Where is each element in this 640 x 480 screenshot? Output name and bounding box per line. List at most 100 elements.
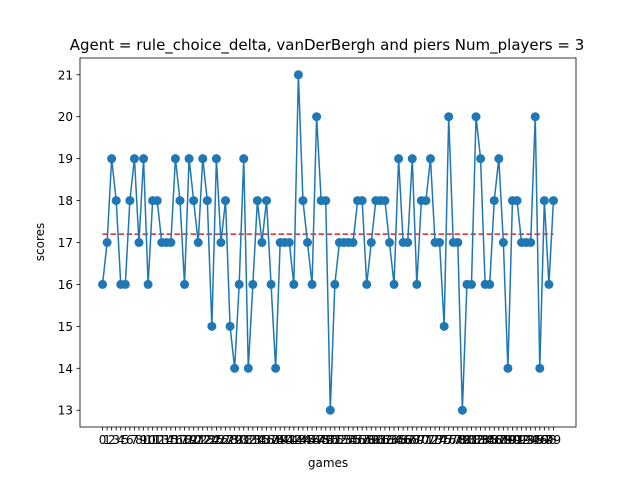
x-tick-label: 92 xyxy=(514,433,529,447)
x-tick-label: 95 xyxy=(528,433,543,447)
x-tick-label: 70 xyxy=(414,433,429,447)
x-tick-label: 18 xyxy=(177,433,192,447)
data-point xyxy=(234,279,244,289)
data-point xyxy=(221,196,231,206)
x-tick-label: 51 xyxy=(327,433,342,447)
x-tick-label: 5 xyxy=(121,433,129,447)
x-tick-label: 65 xyxy=(391,433,406,447)
x-tick-label: 56 xyxy=(350,433,365,447)
data-point xyxy=(170,154,180,164)
data-point xyxy=(262,196,272,206)
x-tick-label: 12 xyxy=(150,433,165,447)
x-tick-label: 80 xyxy=(459,433,474,447)
data-point xyxy=(444,112,454,122)
data-point xyxy=(307,279,317,289)
data-point xyxy=(225,321,235,331)
y-tick-label: 14 xyxy=(58,362,73,376)
data-point xyxy=(243,363,253,373)
x-tick-label: 68 xyxy=(405,433,420,447)
x-tick-label: 64 xyxy=(386,433,401,447)
x-tick-label: 2 xyxy=(108,433,116,447)
x-tick-label: 93 xyxy=(518,433,533,447)
x-tick-label: 33 xyxy=(245,433,260,447)
data-point xyxy=(489,196,499,206)
x-tick-label: 17 xyxy=(172,433,187,447)
data-point xyxy=(207,321,217,331)
x-tick-label: 23 xyxy=(200,433,215,447)
data-point xyxy=(312,112,322,122)
data-point xyxy=(139,154,149,164)
x-tick-label: 4 xyxy=(117,433,125,447)
data-point xyxy=(271,363,281,373)
data-point xyxy=(544,279,554,289)
x-tick-label: 28 xyxy=(222,433,237,447)
x-tick-label: 39 xyxy=(273,433,288,447)
x-tick-label: 89 xyxy=(500,433,515,447)
data-point xyxy=(289,279,299,289)
data-point xyxy=(143,279,153,289)
data-point xyxy=(453,238,463,247)
x-tick-label: 35 xyxy=(254,433,269,447)
x-tick-label: 6 xyxy=(126,433,134,447)
x-tick-label: 3 xyxy=(112,433,120,447)
x-tick-label: 14 xyxy=(159,433,174,447)
data-point xyxy=(284,238,294,247)
data-point xyxy=(389,279,399,289)
x-tick-label: 99 xyxy=(546,433,561,447)
data-point xyxy=(457,405,467,415)
data-point xyxy=(189,196,199,206)
x-tick-label: 74 xyxy=(432,433,447,447)
x-tick-label: 54 xyxy=(341,433,356,447)
data-point xyxy=(98,279,108,289)
data-point xyxy=(380,196,390,206)
x-tick-label: 97 xyxy=(537,433,552,447)
x-tick-label: 20 xyxy=(186,433,201,447)
x-tick-label: 91 xyxy=(509,433,524,447)
y-tick-label: 21 xyxy=(58,68,73,82)
x-tick-label: 76 xyxy=(441,433,456,447)
y-tick-label: 16 xyxy=(58,278,73,292)
x-tick-label: 71 xyxy=(418,433,433,447)
data-point xyxy=(366,238,376,247)
x-tick-label: 57 xyxy=(355,433,370,447)
data-point xyxy=(330,279,340,289)
x-tick-label: 82 xyxy=(468,433,483,447)
data-point xyxy=(321,196,331,206)
x-tick-label: 94 xyxy=(523,433,538,447)
data-point xyxy=(125,196,135,206)
x-tick-label: 88 xyxy=(496,433,511,447)
x-tick-label: 36 xyxy=(259,433,274,447)
data-point xyxy=(257,238,267,247)
x-tick-label: 63 xyxy=(382,433,397,447)
data-point xyxy=(548,196,558,206)
x-tick-label: 31 xyxy=(236,433,251,447)
x-tick-label: 43 xyxy=(291,433,306,447)
x-tick-label: 19 xyxy=(181,433,196,447)
data-point xyxy=(535,363,545,373)
x-tick-label: 66 xyxy=(396,433,411,447)
data-point xyxy=(129,154,139,164)
x-tick-label: 96 xyxy=(532,433,547,447)
data-point xyxy=(425,154,435,164)
x-axis-label: games xyxy=(308,456,348,470)
data-point xyxy=(539,196,549,206)
data-point xyxy=(175,196,185,206)
x-tick-label: 13 xyxy=(154,433,169,447)
data-point xyxy=(503,363,513,373)
data-point xyxy=(476,154,486,164)
data-point xyxy=(152,196,162,206)
data-point xyxy=(211,154,221,164)
x-tick-label: 10 xyxy=(140,433,155,447)
x-tick-label: 98 xyxy=(541,433,556,447)
x-tick-label: 61 xyxy=(373,433,388,447)
x-tick-label: 85 xyxy=(482,433,497,447)
x-tick-label: 72 xyxy=(423,433,438,447)
data-point xyxy=(298,196,308,206)
x-tick-label: 50 xyxy=(323,433,338,447)
y-tick-label: 17 xyxy=(58,236,73,250)
data-point xyxy=(407,154,417,164)
x-tick-label: 44 xyxy=(295,433,310,447)
x-tick-label: 90 xyxy=(505,433,520,447)
y-tick-label: 15 xyxy=(58,320,73,334)
data-point xyxy=(202,196,212,206)
